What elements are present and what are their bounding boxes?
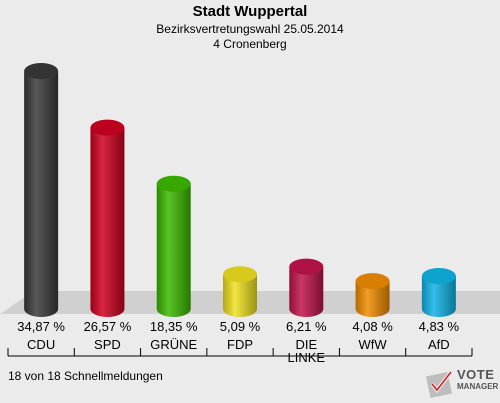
bar-fdp <box>223 266 257 317</box>
category-label: GRÜNE <box>150 337 197 352</box>
bar-wfw <box>355 273 390 317</box>
category-label: DIE <box>295 337 317 352</box>
bar-die-linke <box>289 258 324 317</box>
chart-district: 4 Cronenberg <box>213 37 287 51</box>
bar-afd <box>421 268 456 317</box>
data-label: 4,08 % <box>352 319 393 334</box>
data-label: 34,87 % <box>17 319 65 334</box>
bar-spd <box>90 119 125 317</box>
bar-cdu <box>24 63 59 317</box>
bar-grüne <box>156 175 191 317</box>
logo-text-manager: MANAGER <box>457 382 499 391</box>
data-label: 26,57 % <box>84 319 132 334</box>
ballot-check-icon <box>425 370 453 399</box>
category-label: WfW <box>358 337 387 352</box>
category-label: SPD <box>94 337 121 352</box>
chart-subtitle: Bezirksvertretungswahl 25.05.2014 <box>156 22 344 36</box>
category-label: LINKE <box>287 350 325 365</box>
data-label: 4,83 % <box>419 319 460 334</box>
category-label: FDP <box>227 337 253 352</box>
footer-text: 18 von 18 Schnellmeldungen <box>8 369 163 383</box>
category-label: AfD <box>428 337 450 352</box>
vote-manager-logo: VOTE MANAGER <box>425 366 499 399</box>
data-label: 5,09 % <box>220 319 261 334</box>
chart-title: Stadt Wuppertal <box>192 3 308 20</box>
data-label: 18,35 % <box>150 319 198 334</box>
category-label: CDU <box>27 337 55 352</box>
data-label: 6,21 % <box>286 319 327 334</box>
logo-text-vote: VOTE <box>457 367 495 382</box>
